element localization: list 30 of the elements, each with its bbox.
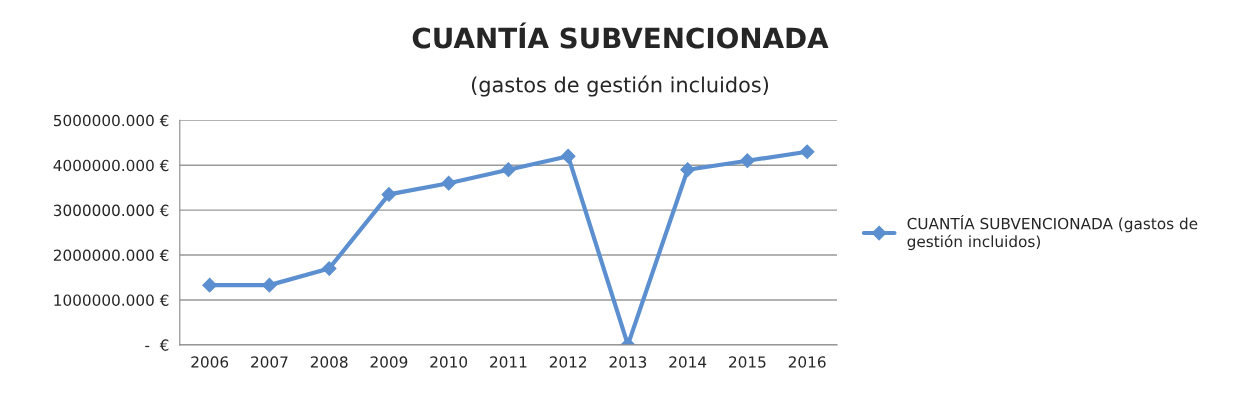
x-tick-label: 2006: [191, 356, 229, 368]
x-tick-label: 2016: [788, 356, 826, 368]
point: [202, 277, 218, 293]
point: [560, 148, 576, 164]
point: [321, 261, 337, 276]
y-tick-label: 5000000.000 €: [53, 114, 169, 127]
y-tick-label: 1000000.000 €: [54, 294, 169, 306]
y-tick-label: - €: [145, 339, 169, 351]
point: [680, 162, 696, 178]
y-tick-label: 3000000.000 €: [53, 204, 169, 217]
x-tick-label: 2013: [609, 356, 647, 368]
x-tick-label: 2008: [310, 356, 348, 368]
point: [262, 277, 277, 293]
point: [381, 187, 397, 202]
y-tick-label: 4000000.000 €: [53, 159, 169, 172]
x-tick-label: 2011: [490, 356, 527, 368]
point: [799, 144, 815, 160]
point: [739, 153, 755, 169]
point: [441, 175, 457, 191]
x-tick-label: 2007: [251, 356, 288, 368]
x-tick-label: 2009: [370, 356, 408, 368]
x-tick-label: 2014: [669, 356, 707, 368]
point: [501, 162, 516, 178]
chart-title: CUANTÍA SUBVENCIONADA: [412, 22, 829, 49]
x-tick-label: 2012: [549, 356, 587, 368]
legend-label: CUANTÍA SUBVENCIONADA (gastos de gestión incluidos): [907, 215, 1198, 251]
y-tick-label: 2000000.000 €: [53, 249, 169, 262]
chart-subtitle: (gastos de gestión incluidos): [471, 75, 769, 97]
x-tick-label: 2015: [729, 356, 766, 368]
x-tick-label: 2010: [430, 356, 468, 368]
